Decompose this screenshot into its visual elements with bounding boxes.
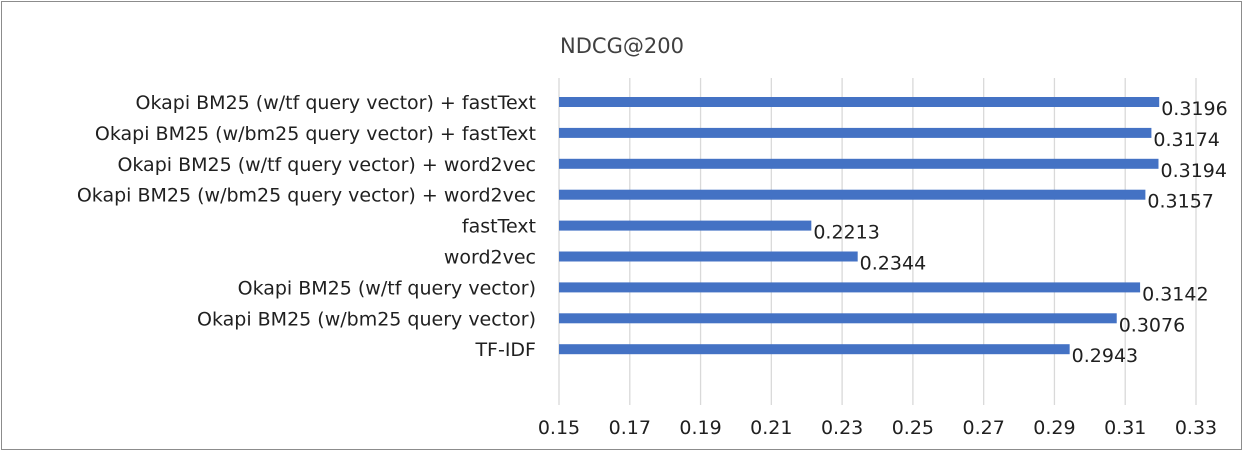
category-labels: Okapi BM25 (w/tf query vector) + fastTex… [77,92,536,361]
bar [559,251,858,262]
data-label: 0.2344 [860,253,926,275]
chart-title: NDCG@200 [560,34,684,58]
category-label: Okapi BM25 (w/tf query vector) [238,277,536,299]
x-tick-label: 0.21 [750,417,792,439]
x-tick-label: 0.19 [679,417,721,439]
x-tick-label: 0.17 [609,417,651,439]
x-tick-label: 0.27 [963,417,1005,439]
x-tick-label: 0.15 [538,417,580,439]
bar [559,127,1152,138]
x-tick-label: 0.29 [1033,417,1075,439]
bars [559,97,1160,355]
bar [559,158,1159,169]
bar [559,189,1146,200]
x-tick-label: 0.33 [1175,417,1217,439]
data-label: 0.3142 [1142,283,1208,305]
data-label: 0.3174 [1153,129,1219,151]
data-labels: 0.3196 0.3174 0.3194 0.3157 0.2213 0.2344 0.31… [813,98,1227,367]
category-label: TF-IDF [474,339,536,361]
data-label: 0.2943 [1072,345,1138,367]
category-label: Okapi BM25 (w/tf query vector) + fastTex… [136,92,537,114]
category-label: word2vec [444,247,536,269]
category-label: Okapi BM25 (w/tf query vector) + word2ve… [117,154,536,176]
x-axis-ticks: 0.15 0.17 0.19 0.21 0.23 0.25 0.27 0.29 0.31 0.33 [538,417,1217,439]
data-label: 0.2213 [813,222,879,244]
x-tick-label: 0.23 [821,417,863,439]
category-label: Okapi BM25 (w/bm25 query vector) [197,308,536,330]
bar [559,282,1141,293]
x-tick-label: 0.31 [1104,417,1146,439]
data-label: 0.3157 [1147,191,1213,213]
category-label: Okapi BM25 (w/bm25 query vector) + word2… [77,185,536,207]
category-label: Okapi BM25 (w/bm25 query vector) + fastT… [95,123,536,145]
data-label: 0.3194 [1160,160,1226,182]
bar [559,97,1160,107]
x-tick-label: 0.25 [892,417,934,439]
data-label: 0.3076 [1119,314,1185,336]
bar [559,220,812,231]
bar [559,344,1070,355]
bar [559,313,1117,324]
category-label: fastText [462,216,536,238]
data-label: 0.3196 [1161,98,1227,120]
